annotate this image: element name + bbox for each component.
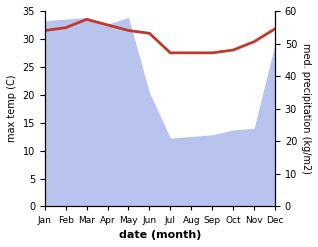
Y-axis label: max temp (C): max temp (C): [7, 75, 17, 143]
Y-axis label: med. precipitation (kg/m2): med. precipitation (kg/m2): [301, 43, 311, 174]
X-axis label: date (month): date (month): [119, 230, 201, 240]
